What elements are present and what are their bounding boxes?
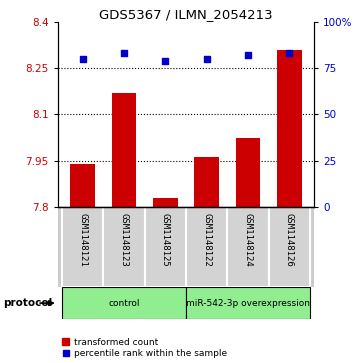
Text: control: control (108, 299, 140, 307)
Bar (186, 207, 227, 287)
Bar (112, 93, 136, 207)
Bar (144, 207, 186, 287)
Point (286, 50, 292, 56)
Bar (153, 198, 178, 207)
Bar (62, 287, 186, 319)
Bar (186, 287, 310, 319)
Text: GSM1148124: GSM1148124 (243, 213, 252, 267)
Text: GSM1148126: GSM1148126 (285, 213, 294, 267)
Point (204, 56, 209, 62)
Bar (235, 138, 260, 207)
Bar (62, 207, 103, 287)
Text: miR-542-3p overexpression: miR-542-3p overexpression (186, 299, 310, 307)
Point (245, 52, 251, 58)
Text: GSM1148123: GSM1148123 (119, 213, 129, 267)
Bar (70, 164, 95, 207)
Bar (227, 207, 269, 287)
Text: GSM1148122: GSM1148122 (202, 213, 211, 267)
Bar (194, 157, 219, 207)
Text: GSM1148121: GSM1148121 (78, 213, 87, 267)
Text: protocol: protocol (4, 298, 53, 308)
Point (121, 50, 127, 56)
Bar (269, 207, 310, 287)
Title: GDS5367 / ILMN_2054213: GDS5367 / ILMN_2054213 (99, 8, 273, 21)
Bar (103, 207, 144, 287)
Point (162, 58, 168, 64)
Text: GSM1148125: GSM1148125 (161, 213, 170, 267)
Bar (277, 49, 302, 207)
Point (80, 56, 86, 62)
Legend: transformed count, percentile rank within the sample: transformed count, percentile rank withi… (62, 338, 227, 359)
